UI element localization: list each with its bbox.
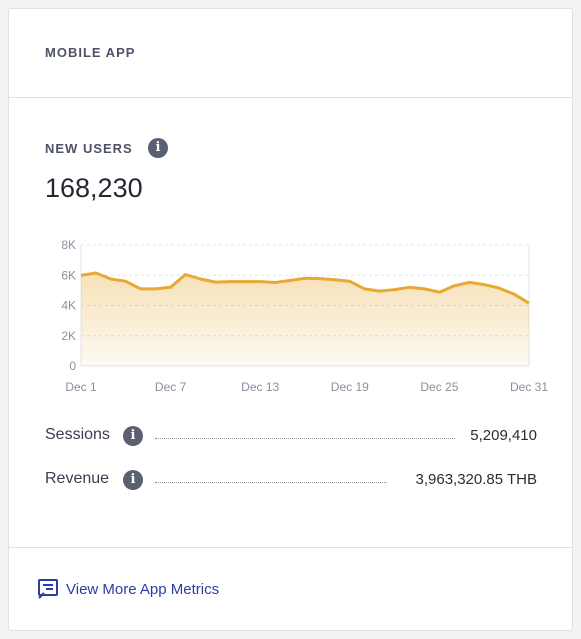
new-users-value: 168,230: [45, 173, 143, 203]
revenue-row: Revenue i 3,963,320.85 THB: [45, 468, 537, 492]
info-icon[interactable]: i: [123, 426, 143, 446]
card-footer: View More App Metrics: [9, 547, 572, 630]
view-more-app-metrics-label: View More App Metrics: [66, 580, 220, 598]
x-tick-label: Dec 31: [510, 380, 548, 394]
sessions-row: Sessions i 5,209,410: [45, 424, 537, 448]
x-tick-label: Dec 13: [241, 380, 279, 394]
y-tick-label: 8K: [61, 238, 76, 252]
y-tick-label: 4K: [61, 299, 76, 313]
x-tick-label: Dec 1: [65, 380, 97, 394]
dotted-leader: [155, 438, 455, 439]
series-area: [81, 273, 529, 366]
mobile-app-card: MOBILE APP NEW USERS i 168,230 8K 6K 4K 2K 0…: [8, 8, 573, 631]
view-more-app-metrics-link[interactable]: View More App Metrics: [37, 578, 219, 600]
info-icon[interactable]: i: [123, 470, 143, 490]
new-users-label: NEW USERS: [45, 141, 133, 156]
card-header: MOBILE APP: [9, 9, 572, 98]
y-tick-label: 2K: [61, 329, 76, 343]
revenue-label: Revenue: [45, 470, 110, 487]
app-metrics-icon: [38, 579, 58, 599]
card-title: MOBILE APP: [45, 45, 136, 60]
dotted-leader: [155, 482, 387, 483]
sessions-label: Sessions: [45, 426, 110, 443]
revenue-value: 3,963,320.85 THB: [415, 471, 537, 488]
info-icon[interactable]: i: [148, 138, 168, 158]
x-tick-label: Dec 25: [420, 380, 458, 394]
series-line: [80, 271, 530, 305]
y-tick-label: 0: [69, 359, 76, 373]
sessions-value: 5,209,410: [470, 427, 537, 444]
new-users-chart: 8K 6K 4K 2K 0 Dec 1 Dec 7 Dec 13 Dec 19 Dec 25 Dec…: [61, 238, 548, 394]
y-tick-label: 6K: [61, 268, 76, 282]
x-tick-label: Dec 19: [331, 380, 369, 394]
x-tick-label: Dec 7: [155, 380, 187, 394]
